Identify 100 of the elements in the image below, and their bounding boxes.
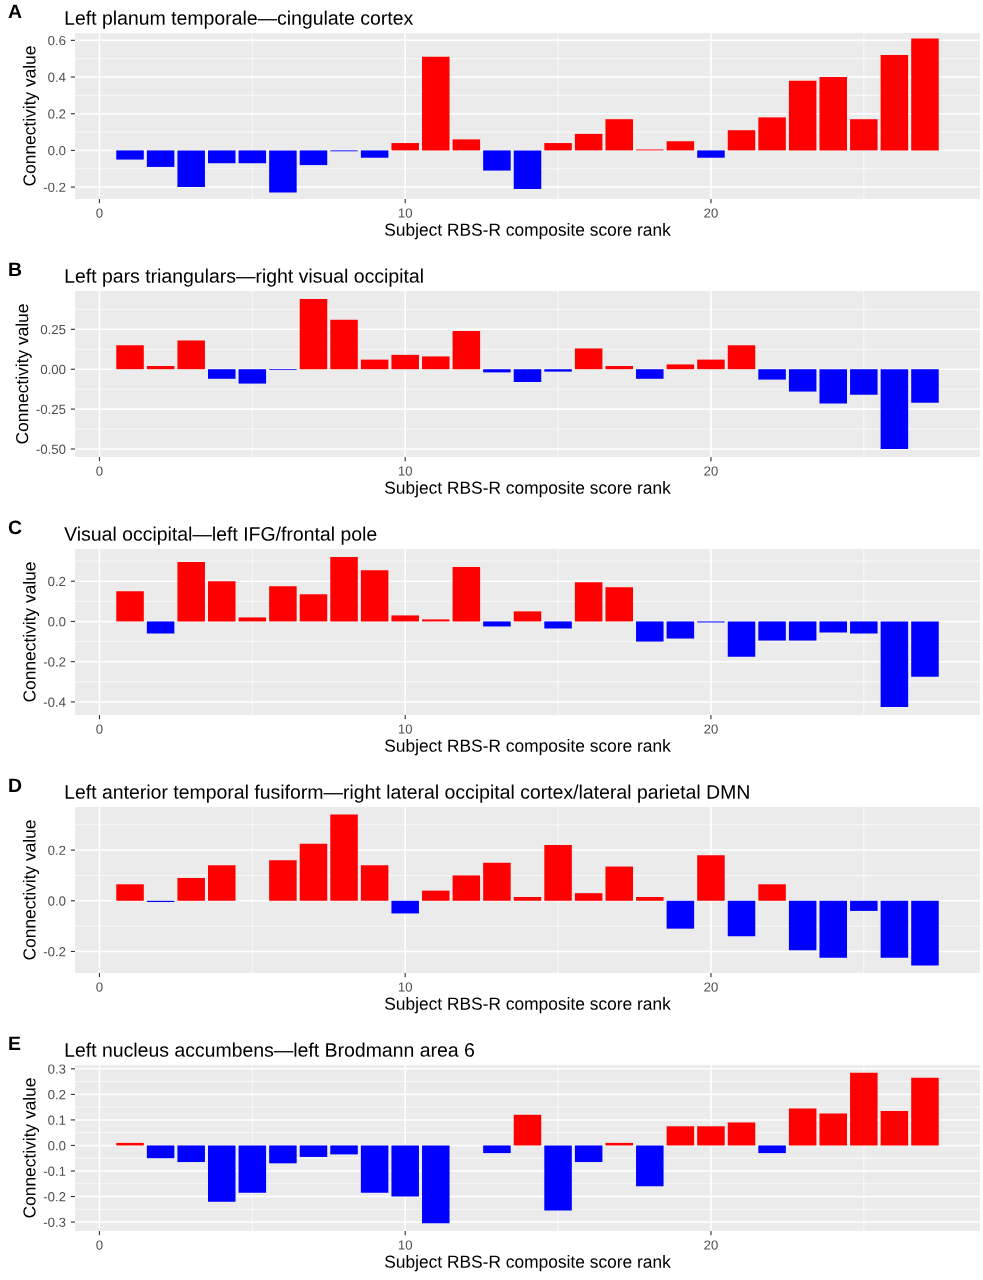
bar (697, 855, 725, 901)
x-tick-label: 20 (704, 982, 718, 992)
bar (727, 900, 756, 937)
y-tick-label: 0.0 (48, 1141, 66, 1151)
bar (788, 1108, 817, 1146)
bar (391, 1145, 419, 1197)
x-tick-label: 10 (398, 982, 413, 992)
bar (788, 900, 817, 951)
y-tick-label: 0.00 (40, 364, 66, 375)
text: B (9, 262, 22, 277)
x-axis-title: Subject RBS-R composite score rank (385, 223, 671, 240)
text: A (8, 4, 22, 19)
bar (850, 119, 878, 151)
y-tick-label: 0.4 (48, 72, 66, 82)
bar (177, 150, 205, 188)
y-tick-label: 0.0 (48, 617, 66, 627)
bar (208, 865, 236, 901)
bar (391, 900, 419, 914)
bar (574, 1145, 603, 1163)
bar (452, 567, 481, 622)
bar (758, 621, 786, 641)
bar (758, 369, 786, 380)
bar (513, 1114, 542, 1146)
bar (513, 896, 542, 901)
y-axis-title: Connectivity value (22, 820, 40, 960)
bar (666, 900, 695, 929)
bar (422, 356, 450, 370)
text: D (9, 778, 22, 793)
x-tick-label: 10 (398, 466, 413, 476)
x-axis-title: Subject RBS-R composite score rank (385, 739, 671, 756)
x-tick-label: 0 (96, 466, 103, 476)
bar (422, 56, 450, 151)
bar (574, 893, 603, 901)
y-tick-label: -0.4 (43, 697, 66, 707)
x-axis-title: Subject RBS-R composite score rank (385, 481, 671, 498)
bar (513, 611, 542, 622)
y-tick-label: -0.2 (43, 657, 66, 667)
bar (727, 621, 756, 657)
bar (911, 900, 939, 966)
bar (697, 1126, 725, 1146)
bar (727, 130, 756, 151)
bar (391, 615, 419, 622)
bar (574, 582, 603, 622)
bar (146, 366, 175, 370)
bar (636, 369, 664, 379)
bar (177, 340, 205, 370)
chart-title: Left anterior temporal fusiform—right lateral occipital cortex/lateral parietal DMN (65, 784, 749, 803)
bar (208, 369, 236, 379)
x-axis-title: Subject RBS-R composite score rank (385, 1255, 671, 1272)
bar (269, 150, 297, 193)
bar (452, 139, 481, 151)
bar (911, 38, 939, 151)
bar (758, 1145, 786, 1154)
bar (391, 143, 419, 151)
chart-title: Visual occipital—left IFG/frontal pole (64, 526, 377, 545)
bar (208, 150, 236, 164)
y-tick-label: -0.3 (43, 1217, 66, 1227)
bar (605, 587, 633, 622)
chart-title: Left pars triangulars—right visual occipital (65, 268, 423, 287)
bar (238, 617, 267, 622)
bar (238, 1145, 267, 1193)
bar (544, 143, 572, 151)
bar (636, 1145, 664, 1187)
bar (788, 369, 817, 392)
x-tick-label: 20 (704, 1240, 718, 1250)
bar (666, 141, 695, 151)
bar (391, 354, 419, 370)
bar (116, 884, 144, 901)
bar (697, 150, 725, 158)
bar (636, 896, 664, 901)
bar (819, 77, 847, 151)
bar (666, 364, 695, 370)
bar (911, 621, 939, 677)
bar (788, 621, 817, 641)
bar (299, 843, 328, 901)
bar (666, 621, 695, 639)
bar (850, 369, 878, 395)
bar (360, 359, 389, 370)
x-axis-title: Subject RBS-R composite score rank (385, 997, 671, 1014)
bar (483, 369, 511, 373)
bar (544, 1145, 572, 1211)
bar (574, 348, 603, 370)
bar (483, 621, 511, 627)
x-tick-label: 0 (96, 1240, 103, 1250)
y-tick-label: -0.25 (36, 404, 66, 415)
bar (819, 900, 847, 958)
bar (880, 369, 909, 450)
bar (360, 150, 389, 158)
y-tick-label: 0.3 (48, 1064, 66, 1074)
y-tick-label: -0.50 (36, 444, 66, 454)
bar (850, 621, 878, 634)
bar (819, 621, 847, 633)
bar (330, 814, 358, 901)
bar (360, 865, 389, 901)
bar (299, 150, 328, 166)
bar (360, 1145, 389, 1193)
bar (727, 345, 756, 370)
bar (544, 845, 572, 901)
bar (605, 866, 633, 901)
bar (146, 150, 175, 167)
